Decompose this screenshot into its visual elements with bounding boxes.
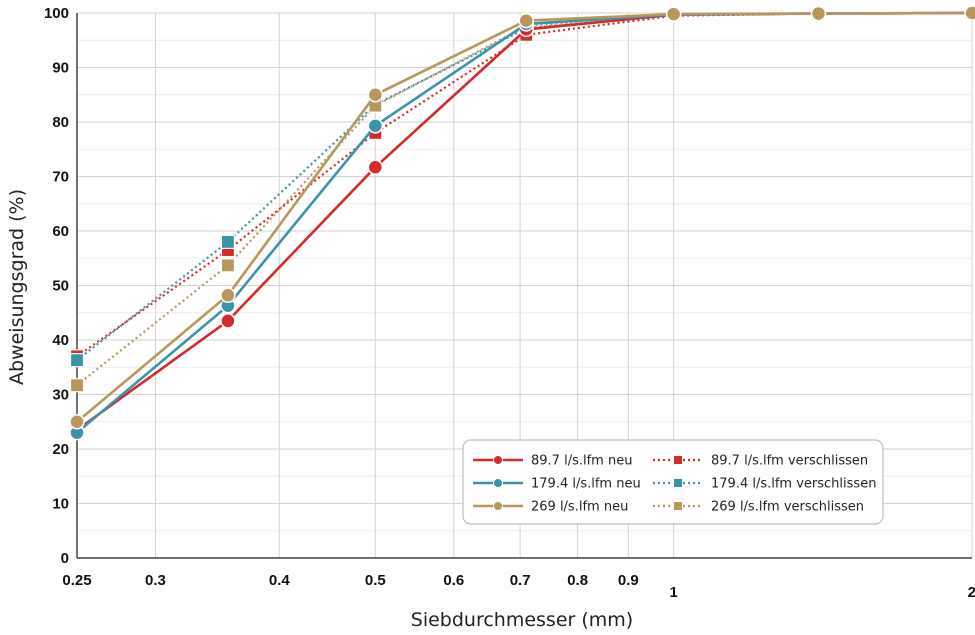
y-tick-label: 70 (52, 169, 69, 186)
series-line (76, 11, 973, 358)
x-tick-label: 0.7 (510, 572, 531, 589)
series-3 (69, 5, 975, 430)
data-point (220, 234, 236, 249)
legend-entry: 269 l/s.lfm verschlissen (653, 500, 864, 515)
legend-entry: 179.4 l/s.lfm verschlissen (653, 477, 876, 492)
data-point (220, 313, 236, 329)
x-tick-label: 0.8 (567, 572, 588, 589)
legend-marker (673, 478, 683, 488)
x-axis-title: Siebdurchmesser (mm) (411, 609, 633, 631)
data-point (665, 6, 682, 22)
x-tick-label: 0.25 (62, 572, 91, 589)
legend-label: 179.4 l/s.lfm verschlissen (711, 477, 876, 492)
y-tick-label: 20 (52, 441, 69, 458)
x-tick-label: 2 (968, 584, 975, 601)
series-line (76, 11, 973, 423)
data-point (964, 5, 975, 21)
x-tick-label: 0.9 (618, 572, 639, 589)
x-tick-label: 0.5 (365, 572, 386, 589)
tick-labels: 0 10 20 30 40 50 60 70 80 90 100 0.25 0.3 0.4 0.5 0.6 0.… (44, 5, 975, 601)
legend-marker (673, 455, 683, 465)
legend-label: 89.7 l/s.lfm neu (531, 454, 632, 469)
series-lines (69, 5, 975, 441)
y-tick-label: 60 (52, 223, 69, 240)
x-tick-label: 0.6 (443, 572, 464, 589)
data-point (518, 12, 535, 29)
x-tick-label: 0.3 (145, 572, 166, 589)
legend-entry: 269 l/s.lfm neu (473, 500, 628, 515)
y-tick-label: 100 (44, 5, 69, 22)
y-tick-label: 50 (52, 278, 69, 295)
data-point (69, 414, 85, 430)
series-line (76, 11, 973, 434)
x-tick-label: 0.4 (269, 572, 291, 589)
y-tick-label: 80 (52, 114, 69, 131)
legend-label: 179.4 l/s.lfm neu (531, 477, 641, 492)
data-point (69, 353, 85, 368)
legend-label: 89.7 l/s.lfm verschlissen (711, 454, 868, 469)
y-tick-label: 30 (52, 387, 69, 404)
y-tick-label: 90 (52, 60, 69, 77)
legend-entry: 179.4 l/s.lfm neu (473, 477, 641, 492)
series-2 (69, 5, 975, 441)
series-line (76, 11, 973, 387)
data-point (367, 87, 384, 103)
series-4 (69, 5, 975, 364)
data-point (69, 378, 85, 393)
data-point (220, 287, 236, 304)
y-tick-label: 40 (52, 332, 69, 349)
series-6 (69, 5, 975, 393)
legend-marker (493, 478, 503, 488)
y-tick-label: 0 (61, 550, 69, 567)
data-point (810, 5, 827, 22)
series-1 (69, 5, 975, 438)
legend-entry: 89.7 l/s.lfm verschlissen (653, 454, 868, 469)
x-tick-label: 1 (669, 584, 677, 601)
data-point (367, 159, 384, 175)
axes (76, 13, 972, 559)
legend-marker (493, 455, 503, 465)
legend: 89.7 l/s.lfm neu 179.4 l/s.lfm neu 269 l/s… (462, 439, 884, 525)
legend-entry: 89.7 l/s.lfm neu (473, 454, 632, 469)
data-point (367, 118, 384, 134)
y-tick-label: 10 (52, 496, 69, 513)
y-axis-title: Abweisungsgrad (%) (6, 189, 28, 385)
data-point (220, 258, 236, 273)
legend-marker (673, 501, 683, 511)
legend-marker (493, 501, 503, 511)
legend-label: 269 l/s.lfm neu (531, 500, 628, 515)
legend-label: 269 l/s.lfm verschlissen (711, 500, 864, 515)
